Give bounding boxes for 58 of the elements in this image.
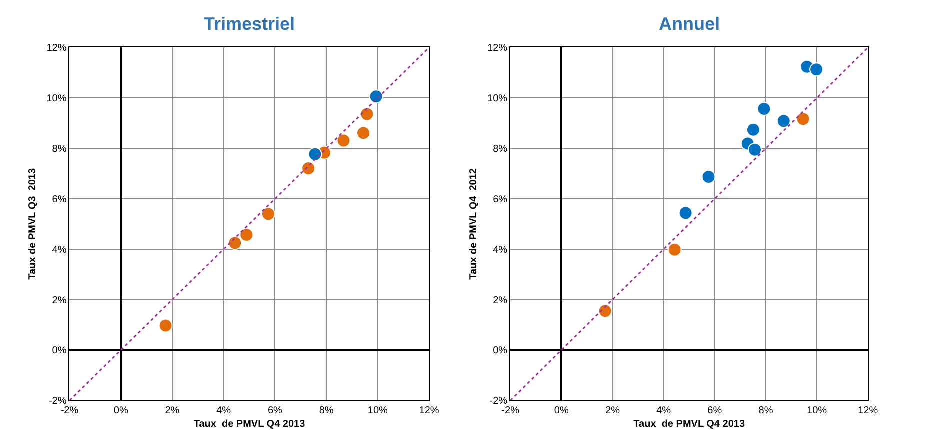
y-tick-label: -2% [48, 396, 67, 408]
x-tick-label: 4% [216, 406, 232, 417]
x-tick-label: 4% [656, 406, 672, 417]
y-tick-label: 8% [52, 144, 67, 156]
y-tick-label: 10% [488, 94, 508, 105]
x-tick-label: 12% [858, 406, 878, 417]
x-tick-label: 8% [319, 406, 334, 417]
point [810, 62, 824, 77]
x-tick-label: -2% [502, 406, 520, 417]
chart-title: Trimestriel [204, 14, 296, 34]
point [308, 147, 322, 162]
point [336, 134, 351, 148]
point [746, 122, 760, 137]
point [158, 318, 173, 333]
point [598, 304, 612, 318]
point [702, 170, 716, 184]
point [668, 242, 682, 257]
point [360, 107, 374, 122]
point [748, 142, 762, 157]
x-tick-label: 2% [165, 406, 180, 417]
y-tick-label: 12% [46, 43, 67, 54]
y-tick-label: 0% [493, 346, 508, 357]
chart-title: Annuel [659, 14, 720, 34]
y-tick-label: 4% [52, 244, 67, 256]
y-tick-label: 2% [493, 295, 508, 306]
x-tick-label: 10% [368, 406, 388, 417]
point [302, 161, 316, 176]
y-axis-title: Taux de PMVL Q3 2013 [28, 168, 39, 280]
x-tick-label: 6% [268, 406, 283, 417]
point [757, 102, 772, 116]
y-tick-label: 2% [52, 295, 67, 306]
y-tick-label: 4% [493, 244, 508, 256]
y-tick-label: -2% [490, 396, 508, 408]
y-axis-title: Taux de PMVL Q4 2012 [468, 168, 480, 280]
y-tick-label: 10% [46, 94, 67, 105]
point [228, 236, 242, 250]
x-axis-title: Taux de PMVL Q4 2013 [194, 419, 306, 430]
point [240, 228, 254, 242]
y-tick-label: 8% [493, 144, 508, 156]
x-tick-label: 0% [114, 406, 128, 417]
point [356, 126, 371, 140]
y-tick-label: 12% [488, 43, 508, 54]
y-tick-label: 0% [52, 346, 67, 357]
x-tick-label: 0% [554, 406, 569, 417]
x-tick-label: 10% [807, 406, 828, 417]
x-tick-label: 12% [419, 406, 440, 417]
point [369, 90, 384, 104]
point [678, 206, 693, 220]
point [262, 207, 276, 222]
y-tick-label: 6% [52, 194, 67, 206]
x-tick-label: 8% [758, 406, 774, 417]
x-axis-title: Taux de PMVL Q4 2013 [634, 419, 746, 430]
x-tick-label: -2% [60, 406, 79, 417]
y-tick-label: 6% [493, 194, 508, 206]
x-tick-label: 2% [606, 406, 620, 417]
x-tick-label: 6% [708, 406, 722, 417]
point [796, 112, 810, 126]
point [776, 114, 791, 128]
